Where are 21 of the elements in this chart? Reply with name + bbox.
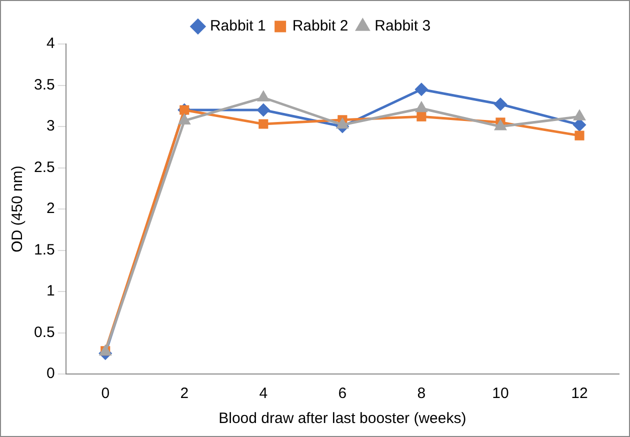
x-tick-label: 10 [492, 385, 509, 402]
x-tick-label: 0 [101, 385, 110, 402]
x-axis-title: Blood draw after last booster (weeks) [218, 410, 466, 428]
y-tick-label: 1.5 [34, 241, 55, 258]
x-tick-label: 8 [417, 385, 426, 402]
y-tick-label: 3.5 [34, 76, 55, 94]
legend-label: Rabbit 1 [210, 18, 266, 35]
y-tick-label: 3 [46, 118, 55, 135]
y-tick-label: 2 [46, 200, 55, 218]
y-tick-label: 4 [46, 35, 55, 52]
x-tick-label: 4 [259, 385, 268, 402]
legend-label: Rabbit 3 [374, 18, 431, 35]
x-tick-label: 12 [571, 385, 588, 402]
y-tick-label: 0.5 [34, 324, 55, 341]
y-axis-title: OD (450 nm) [9, 166, 26, 252]
legend-label: Rabbit 2 [292, 18, 348, 35]
x-tick-label: 6 [338, 385, 347, 402]
x-tick-label: 2 [180, 385, 189, 402]
y-tick-label: 0 [46, 365, 55, 382]
y-tick-label: 2.5 [34, 158, 55, 176]
y-tick-label: 1 [46, 282, 55, 300]
